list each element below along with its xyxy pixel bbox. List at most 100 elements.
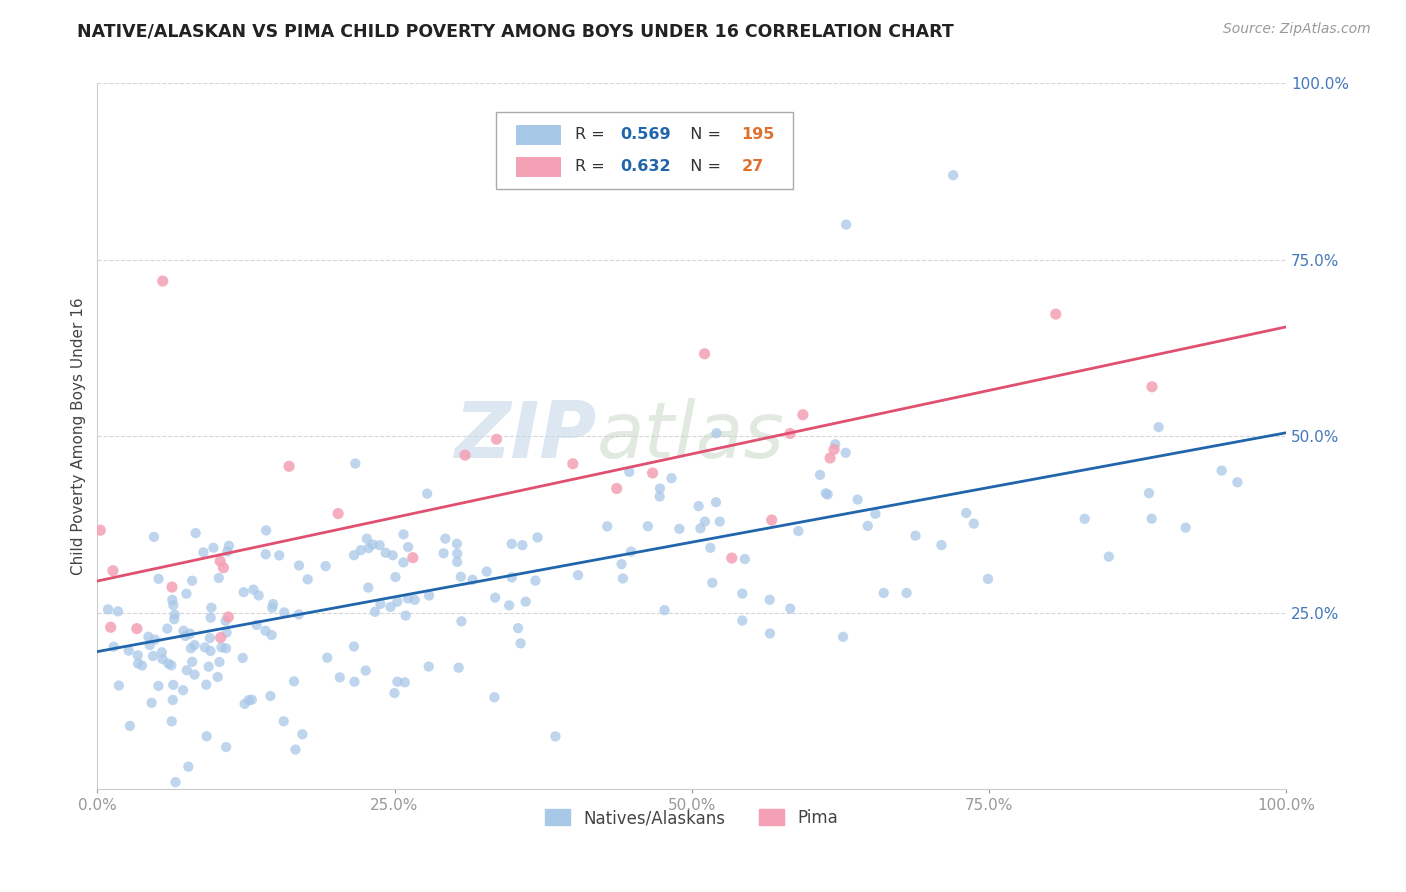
Point bbox=[904, 529, 927, 543]
Point bbox=[163, 612, 186, 626]
Point bbox=[152, 274, 174, 288]
Point bbox=[217, 544, 239, 558]
Point bbox=[693, 347, 716, 361]
Point bbox=[392, 555, 415, 569]
Point bbox=[384, 686, 406, 700]
Point bbox=[97, 602, 120, 616]
Point bbox=[215, 740, 238, 755]
Point bbox=[706, 426, 728, 441]
Point bbox=[200, 644, 222, 658]
Point bbox=[668, 522, 690, 536]
Text: atlas: atlas bbox=[596, 399, 785, 475]
Point bbox=[207, 670, 229, 684]
Point bbox=[273, 606, 295, 620]
Point bbox=[208, 571, 231, 585]
Point bbox=[817, 487, 839, 501]
Point bbox=[209, 554, 232, 568]
Point bbox=[232, 651, 254, 665]
Point bbox=[619, 465, 641, 479]
Point bbox=[814, 486, 837, 500]
Point bbox=[142, 530, 165, 544]
Point bbox=[195, 729, 218, 743]
Point bbox=[370, 597, 392, 611]
Point bbox=[416, 486, 439, 500]
Point bbox=[661, 471, 683, 485]
Point bbox=[955, 506, 977, 520]
Point bbox=[418, 589, 440, 603]
Point bbox=[200, 600, 222, 615]
Y-axis label: Child Poverty Among Boys Under 16: Child Poverty Among Boys Under 16 bbox=[72, 298, 86, 575]
Text: R =: R = bbox=[575, 160, 610, 174]
Point bbox=[832, 630, 855, 644]
Point bbox=[484, 591, 506, 605]
Point bbox=[1226, 475, 1249, 490]
Point bbox=[896, 586, 918, 600]
Point bbox=[787, 524, 810, 538]
Legend: Natives/Alaskans, Pima: Natives/Alaskans, Pima bbox=[538, 803, 845, 834]
Point bbox=[509, 636, 531, 650]
Text: Source: ZipAtlas.com: Source: ZipAtlas.com bbox=[1223, 22, 1371, 37]
Point bbox=[963, 516, 986, 531]
Point bbox=[648, 482, 671, 496]
Point bbox=[402, 550, 425, 565]
Point bbox=[704, 495, 727, 509]
Point bbox=[526, 530, 548, 544]
Text: N =: N = bbox=[679, 160, 725, 174]
Point bbox=[297, 572, 319, 586]
Point bbox=[193, 545, 215, 559]
Point bbox=[484, 690, 506, 705]
Point bbox=[374, 546, 396, 560]
Point bbox=[162, 598, 184, 612]
Point bbox=[501, 570, 523, 584]
Point bbox=[731, 614, 754, 628]
Point bbox=[808, 467, 831, 482]
Point bbox=[176, 663, 198, 677]
Point bbox=[475, 565, 498, 579]
Point bbox=[759, 626, 782, 640]
Point bbox=[418, 659, 440, 673]
Point bbox=[240, 692, 263, 706]
Point bbox=[142, 648, 165, 663]
Point bbox=[865, 507, 887, 521]
Point bbox=[316, 650, 339, 665]
Point bbox=[977, 572, 1000, 586]
Point bbox=[269, 549, 291, 563]
Text: ZIP: ZIP bbox=[454, 399, 596, 475]
Point bbox=[315, 559, 337, 574]
Text: 0.569: 0.569 bbox=[620, 128, 671, 143]
Point bbox=[211, 640, 233, 655]
Point bbox=[152, 652, 174, 666]
Point bbox=[118, 719, 141, 733]
Point bbox=[689, 521, 711, 535]
Point bbox=[100, 620, 122, 634]
Point bbox=[343, 674, 366, 689]
Point bbox=[637, 519, 659, 533]
Point bbox=[702, 575, 724, 590]
Point bbox=[195, 678, 218, 692]
Point bbox=[761, 513, 783, 527]
Point bbox=[818, 450, 841, 465]
Point bbox=[165, 775, 187, 789]
Point bbox=[260, 628, 283, 642]
Text: 195: 195 bbox=[741, 128, 775, 143]
Point bbox=[394, 675, 416, 690]
Point bbox=[103, 640, 125, 654]
Point bbox=[731, 586, 754, 600]
Point bbox=[357, 541, 380, 555]
Point bbox=[254, 524, 277, 538]
Point bbox=[446, 555, 468, 569]
Point bbox=[218, 539, 240, 553]
Point bbox=[343, 640, 366, 654]
Text: N =: N = bbox=[679, 128, 725, 143]
Point bbox=[208, 655, 231, 669]
Point bbox=[107, 604, 129, 618]
Point bbox=[1140, 380, 1163, 394]
Point bbox=[344, 457, 367, 471]
Point bbox=[172, 683, 194, 698]
Point bbox=[648, 490, 671, 504]
Text: 27: 27 bbox=[741, 160, 763, 174]
Point bbox=[198, 631, 221, 645]
Point bbox=[734, 552, 756, 566]
Point bbox=[693, 515, 716, 529]
Point bbox=[162, 693, 184, 707]
